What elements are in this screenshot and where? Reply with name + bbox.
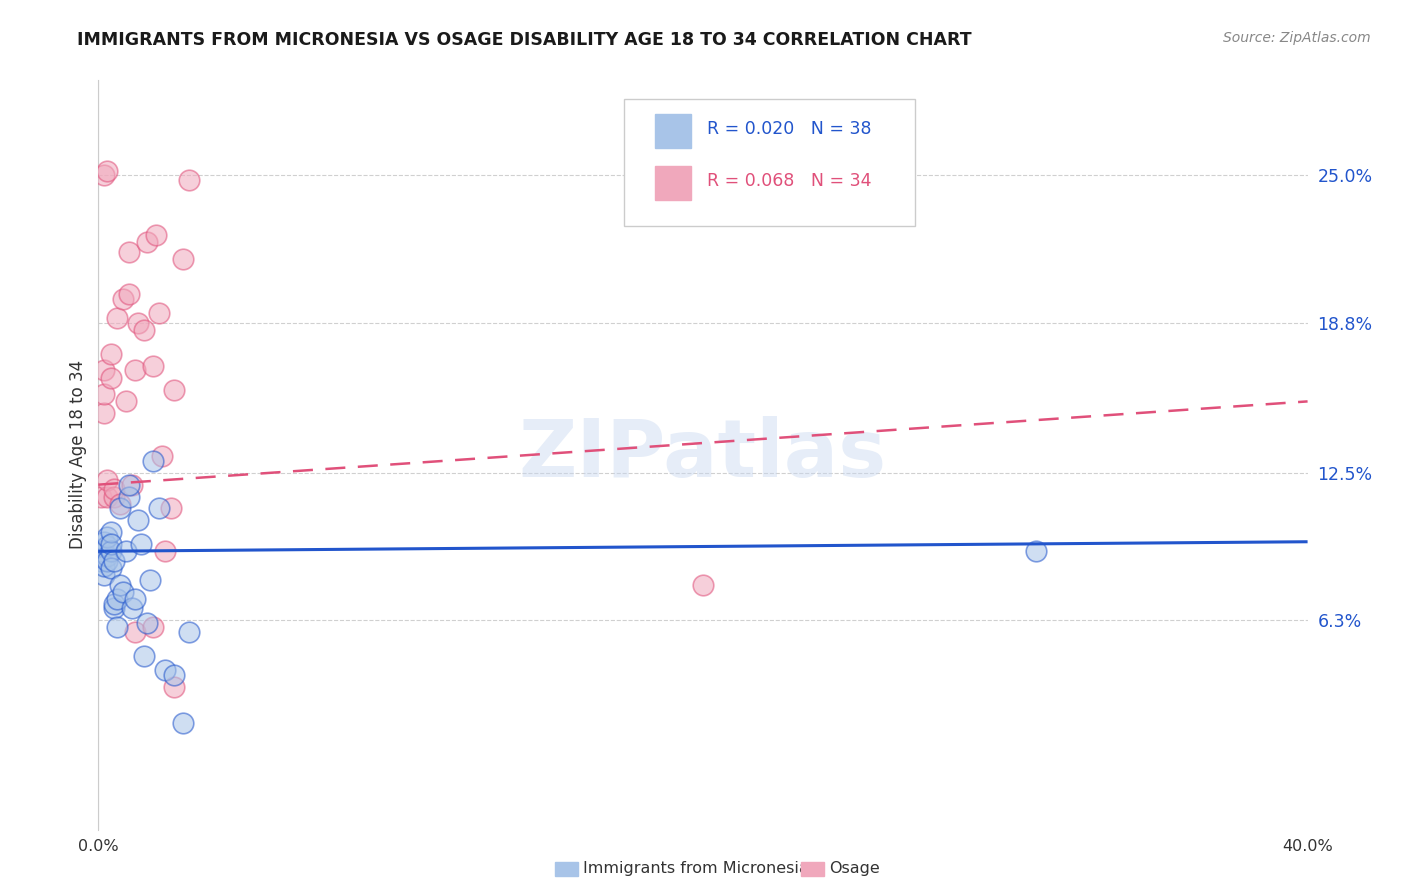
Point	[93, 534, 115, 549]
Point	[129, 537, 152, 551]
Y-axis label: Disability Age 18 to 34: Disability Age 18 to 34	[69, 360, 87, 549]
Point	[103, 601, 125, 615]
Point	[142, 359, 165, 373]
Text: Source: ZipAtlas.com: Source: ZipAtlas.com	[1223, 31, 1371, 45]
Point	[93, 568, 115, 582]
Point	[127, 513, 149, 527]
Point	[139, 573, 162, 587]
Text: R = 0.068   N = 34: R = 0.068 N = 34	[707, 172, 872, 190]
Point	[93, 169, 115, 183]
Point	[124, 363, 146, 377]
Point	[135, 235, 157, 249]
Point	[90, 544, 112, 558]
Point	[172, 252, 194, 266]
Point	[103, 554, 125, 568]
Point	[108, 577, 131, 591]
Point	[103, 483, 125, 497]
Point	[105, 620, 128, 634]
Point	[90, 554, 112, 568]
Point	[105, 591, 128, 606]
Point	[148, 501, 170, 516]
Point	[100, 525, 122, 540]
Point	[111, 584, 134, 599]
Point	[118, 490, 141, 504]
Point	[111, 292, 134, 306]
Point	[114, 544, 136, 558]
Point	[96, 549, 118, 563]
Point	[148, 306, 170, 320]
Point	[127, 316, 149, 330]
Point	[121, 477, 143, 491]
Point	[124, 591, 146, 606]
Point	[118, 477, 141, 491]
Point	[105, 311, 128, 326]
Text: R = 0.020   N = 38: R = 0.020 N = 38	[707, 120, 872, 138]
Point	[100, 544, 122, 558]
Point	[96, 473, 118, 487]
Point	[93, 406, 115, 420]
Point	[96, 163, 118, 178]
Point	[103, 490, 125, 504]
Point	[124, 625, 146, 640]
Point	[96, 530, 118, 544]
Point	[153, 544, 176, 558]
Text: IMMIGRANTS FROM MICRONESIA VS OSAGE DISABILITY AGE 18 TO 34 CORRELATION CHART: IMMIGRANTS FROM MICRONESIA VS OSAGE DISA…	[77, 31, 972, 49]
Point	[108, 497, 131, 511]
Point	[96, 540, 118, 554]
Point	[692, 577, 714, 591]
Point	[1024, 544, 1046, 558]
Point	[93, 363, 115, 377]
Point	[179, 173, 201, 187]
Text: Immigrants from Micronesia: Immigrants from Micronesia	[583, 862, 810, 876]
Point	[118, 287, 141, 301]
Point	[132, 323, 155, 337]
Point	[100, 347, 122, 361]
Point	[132, 648, 155, 663]
FancyBboxPatch shape	[655, 167, 690, 200]
Point	[160, 501, 183, 516]
Point	[118, 244, 141, 259]
Point	[142, 620, 165, 634]
Point	[163, 680, 186, 694]
Text: ZIPatlas: ZIPatlas	[519, 416, 887, 494]
Point	[100, 537, 122, 551]
Point	[153, 663, 176, 677]
Point	[100, 370, 122, 384]
Text: Osage: Osage	[830, 862, 880, 876]
Point	[100, 561, 122, 575]
Point	[172, 715, 194, 730]
Point	[93, 387, 115, 401]
Point	[121, 601, 143, 615]
Point	[103, 597, 125, 611]
Point	[135, 615, 157, 630]
Point	[163, 383, 186, 397]
Point	[96, 554, 118, 568]
Point	[108, 501, 131, 516]
FancyBboxPatch shape	[624, 99, 915, 227]
FancyBboxPatch shape	[655, 114, 690, 148]
Point	[150, 449, 173, 463]
Point	[90, 490, 112, 504]
Point	[96, 490, 118, 504]
Point	[114, 394, 136, 409]
Point	[145, 227, 167, 242]
Point	[163, 668, 186, 682]
Point	[93, 558, 115, 573]
Point	[179, 625, 201, 640]
Point	[142, 454, 165, 468]
